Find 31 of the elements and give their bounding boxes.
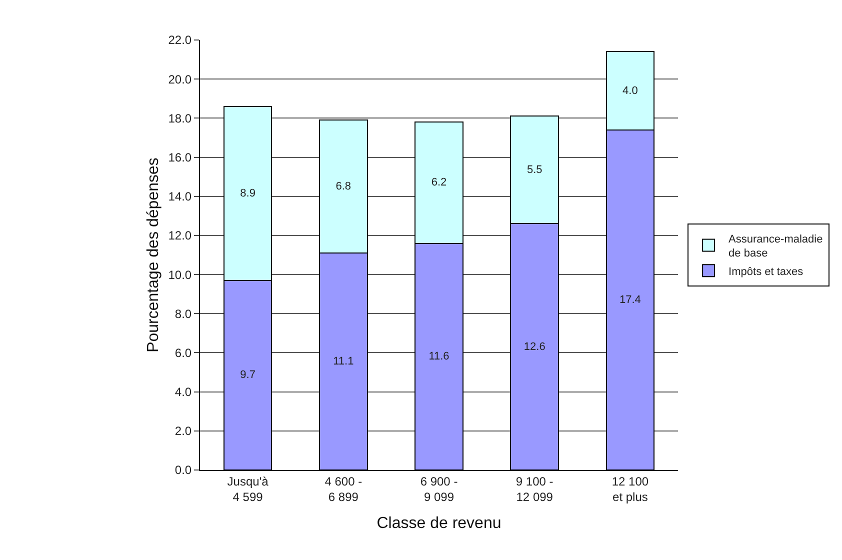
- legend-label: Assurance-maladie de base: [728, 233, 823, 260]
- y-tick-label: 12.0: [168, 228, 192, 243]
- y-tick-label: 22.0: [168, 33, 192, 48]
- x-axis-title: Classe de revenu: [376, 515, 502, 532]
- y-tick-label: 0.0: [174, 463, 192, 478]
- y-tick-label: 20.0: [168, 72, 192, 86]
- y-tick-label: 16.0: [168, 150, 192, 164]
- data-label: 12.6: [524, 340, 546, 353]
- y-tick-label: 6.0: [174, 346, 192, 360]
- x-tick-label: 4 600 - 6 899: [324, 474, 362, 504]
- y-tick-label: 10.0: [168, 268, 192, 282]
- x-tick-label: 12 100 et plus: [612, 474, 649, 504]
- y-tick-label: 8.0: [174, 306, 192, 321]
- data-label: 11.1: [333, 356, 354, 368]
- y-tick-label: 18.0: [168, 111, 192, 126]
- data-label: 6.2: [431, 176, 447, 189]
- y-tick-label: 14.0: [168, 190, 192, 204]
- legend-label: Impôts et taxes: [728, 266, 804, 278]
- x-tick-label: 6 900 - 9 099: [420, 474, 458, 504]
- y-tick-label: 4.0: [174, 385, 192, 400]
- data-label: 5.5: [526, 164, 542, 176]
- data-label: 4.0: [622, 84, 638, 97]
- data-label: 17.4: [619, 294, 641, 306]
- data-label: 9.7: [240, 369, 256, 382]
- data-label: 11.6: [428, 350, 450, 363]
- x-tick-label: Jusqu'à 4 599: [227, 474, 269, 504]
- data-label: 6.8: [336, 180, 352, 193]
- y-tick-label: 2.0: [174, 424, 192, 438]
- y-axis-title: Pourcentage des dépenses: [145, 158, 162, 352]
- x-tick-label: 9 100 - 12 099: [516, 474, 554, 504]
- data-label: 8.9: [240, 187, 256, 200]
